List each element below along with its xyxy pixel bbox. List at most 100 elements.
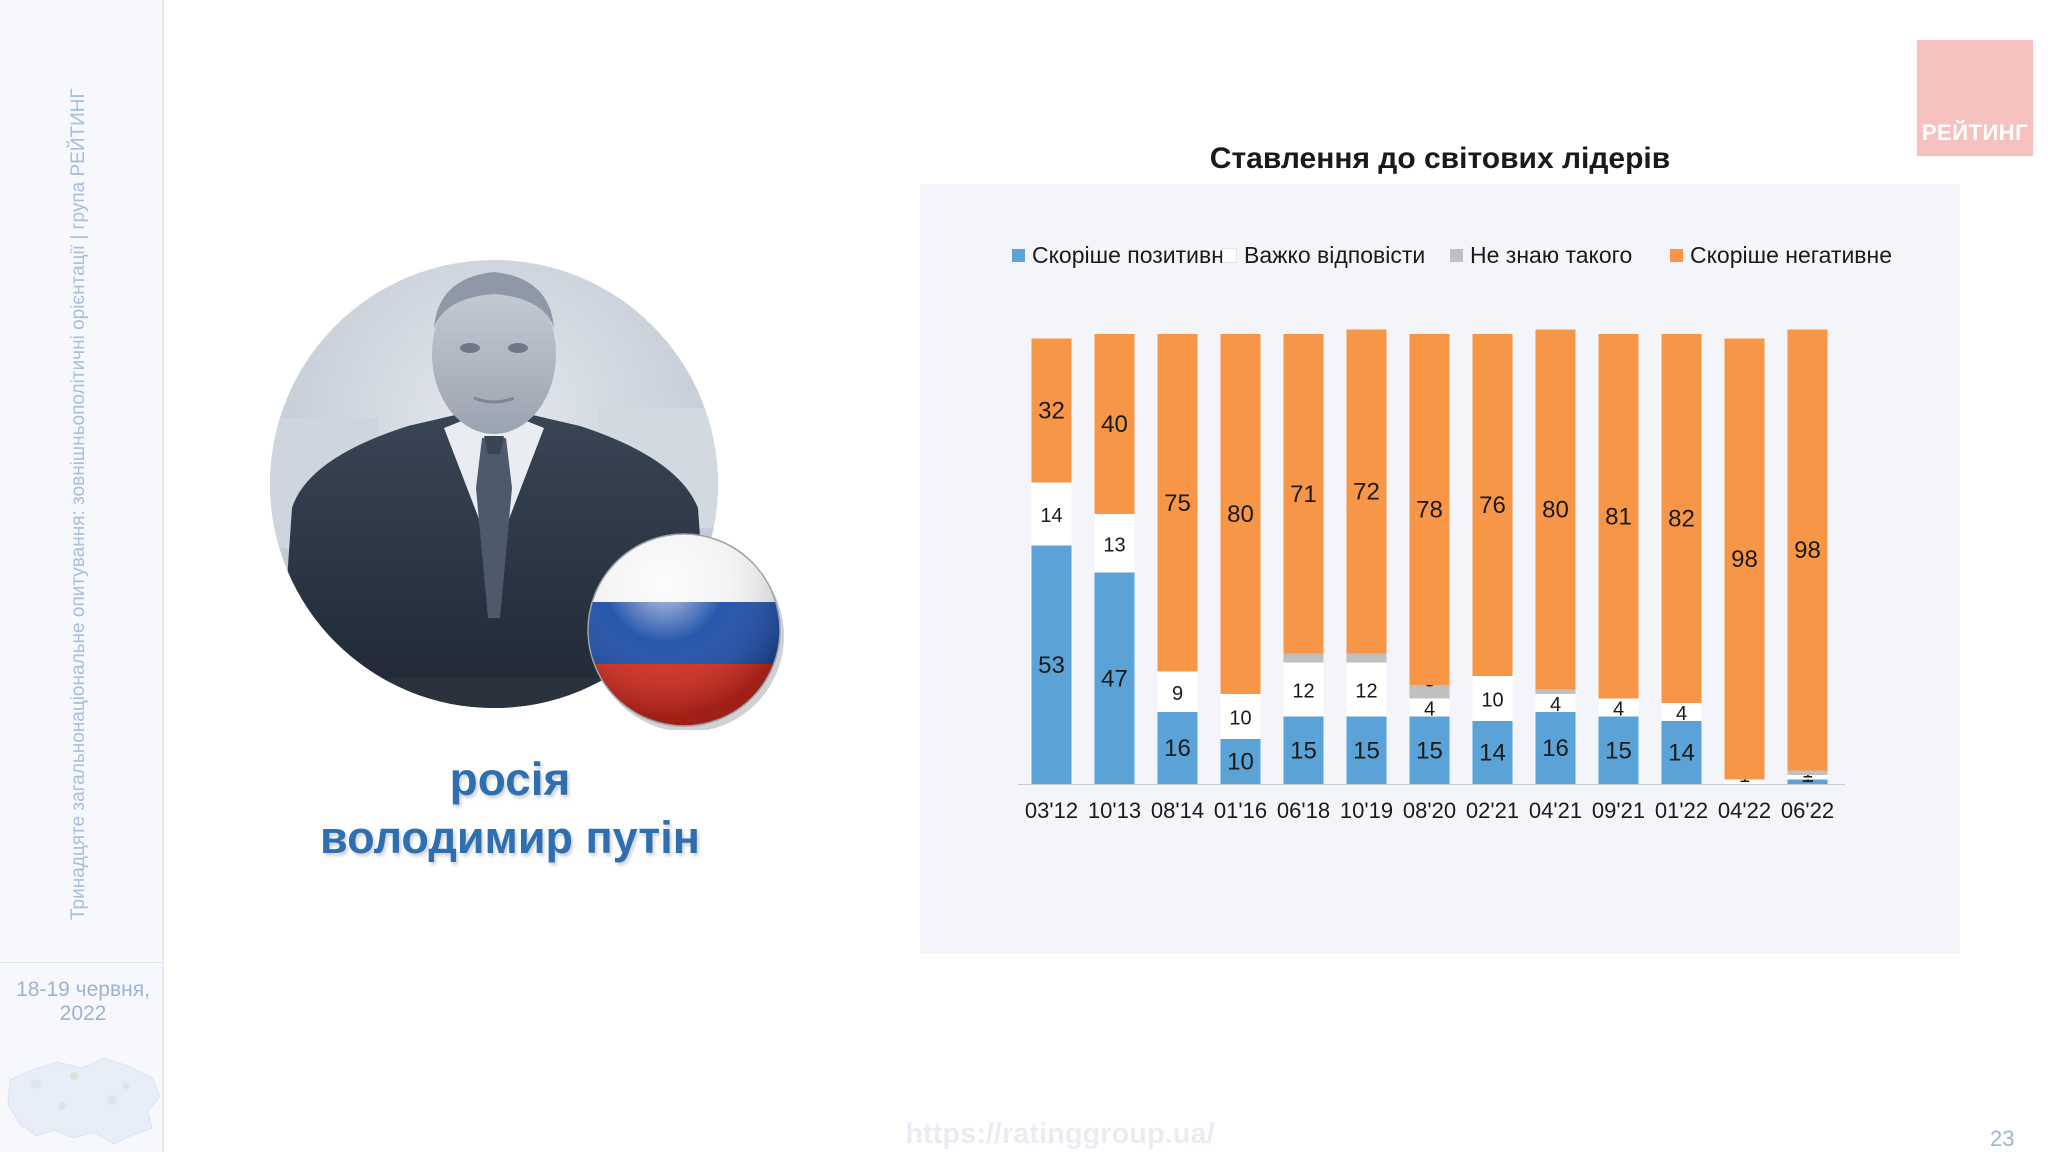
data-label-10-13-s0: 47 [1101, 665, 1128, 692]
chart-panel: Скоріше позитивне Важко відповісти Не зн… [920, 184, 1960, 954]
data-label-01-22-s1: 4 [1676, 703, 1687, 725]
data-label-02-21-s0: 14 [1479, 740, 1506, 767]
data-label-02-21-s1: 10 [1481, 690, 1503, 712]
bar-10-13-s3 [1094, 334, 1135, 514]
legend-item-hard: Важко відповісти [1222, 242, 1425, 269]
legend-label-unknown: Не знаю такого [1470, 242, 1633, 268]
bar-06-22-s1 [1787, 775, 1828, 780]
data-label-10-19-s0: 15 [1353, 737, 1380, 764]
page-number: 23 [1990, 1126, 2015, 1151]
data-label-08-20-s0: 15 [1416, 737, 1443, 764]
bar-08-14-s3 [1157, 334, 1198, 672]
survey-caption-text: Тринадцяте загальнонаціональне опитуванн… [68, 88, 89, 920]
leader-name: володимир путін [320, 812, 700, 863]
bar-04-21-s2 [1535, 689, 1576, 694]
data-label-01-16-s1: 10 [1229, 708, 1251, 730]
sidebar-divider [0, 962, 162, 963]
data-label-10-13-s1: 13 [1103, 534, 1125, 556]
survey-date: 18-19 червня, 2022 [0, 978, 166, 1026]
bar-02-21-s1 [1472, 676, 1513, 721]
bar-09-21-s3 [1598, 334, 1639, 699]
data-label-08-14-s3: 75 [1164, 490, 1191, 517]
bar-06-18-s2 [1283, 653, 1324, 663]
data-label-03-12-s0: 53 [1038, 652, 1065, 679]
bar-08-20-s1 [1409, 698, 1450, 717]
sidebar: Тринадцяте загальнонаціональне опитуванн… [0, 0, 164, 1152]
data-label-01-16-s3: 80 [1227, 501, 1254, 528]
x-tick-01-22: 01'22 [1655, 798, 1708, 823]
data-label-04-21-s1: 4 [1550, 694, 1561, 716]
data-label-04-22-s3: 98 [1731, 546, 1758, 573]
bar-06-18-s3 [1283, 334, 1324, 654]
x-tick-06-22: 06'22 [1781, 798, 1834, 823]
data-label-06-22-s3: 98 [1794, 537, 1821, 564]
x-tick-06-18: 06'18 [1277, 798, 1330, 823]
data-label-08-20-s1: 4 [1424, 699, 1435, 721]
rating-logo-text: РЕЙТИНГ [1921, 120, 2029, 145]
bar-06-22-s3 [1787, 329, 1828, 771]
data-label-03-12-s1: 14 [1040, 505, 1062, 527]
legend-item-positive: Скоріше позитивне [1012, 242, 1237, 269]
survey-date-line2: 2022 [59, 1002, 107, 1025]
rating-logo: РЕЙТИНГ [1917, 40, 2033, 156]
bar-06-22-s0 [1787, 779, 1828, 784]
bar-03-12-s3 [1031, 338, 1072, 483]
bar-09-21-s0 [1598, 716, 1639, 784]
data-label-01-16-s0: 10 [1227, 749, 1254, 776]
bar-01-16-s3 [1220, 334, 1261, 694]
bar-02-21-s0 [1472, 721, 1513, 784]
x-tick-01-16: 01'16 [1214, 798, 1267, 823]
bar-10-13-s1 [1094, 514, 1135, 573]
legend-label-positive: Скоріше позитивне [1032, 242, 1237, 268]
bar-01-22-s3 [1661, 334, 1702, 703]
bar-06-18-s1 [1283, 662, 1324, 717]
bar-08-20-s2 [1409, 685, 1450, 699]
data-label-09-21-s3: 81 [1605, 503, 1632, 530]
legend-label-hard: Важко відповісти [1244, 242, 1426, 268]
bar-03-12-s1 [1031, 482, 1072, 546]
bar-04-21-s3 [1535, 329, 1576, 690]
data-label-06-18-s0: 15 [1290, 737, 1317, 764]
bar-03-12-s0 [1031, 545, 1072, 784]
bar-04-22-s1 [1724, 779, 1765, 784]
bar-01-22-s1 [1661, 703, 1702, 721]
bar-10-19-s2 [1346, 653, 1387, 663]
data-label-04-21-s0: 16 [1542, 735, 1569, 762]
data-label-02-21-s3: 76 [1479, 492, 1506, 519]
legend-swatch-positive [1012, 249, 1025, 262]
x-tick-03-12: 03'12 [1025, 798, 1078, 823]
data-label-06-18-s1: 12 [1292, 681, 1314, 703]
bar-04-21-s1 [1535, 694, 1576, 712]
bar-09-21-s1 [1598, 698, 1639, 717]
x-tick-08-20: 08'20 [1403, 798, 1456, 823]
bar-01-22-s0 [1661, 721, 1702, 784]
data-label-01-22-s3: 82 [1668, 506, 1695, 533]
bar-01-16-s1 [1220, 694, 1261, 739]
footer-url: https://ratinggroup.ua/ [905, 1118, 1215, 1150]
bar-04-22-s3 [1724, 338, 1765, 780]
bar-10-19-s1 [1346, 662, 1387, 717]
russia-flag-icon [584, 530, 784, 732]
x-tick-10-13: 10'13 [1088, 798, 1141, 823]
data-label-10-19-s1: 12 [1355, 681, 1377, 703]
ukraine-map-icon [7, 1057, 161, 1145]
chart-title: Ставлення до світових лідерів [1209, 142, 1671, 175]
data-label-06-18-s3: 71 [1290, 481, 1317, 508]
stacked-bar-chart: 53 14 32 03'12 47 13 40 10'13 16 9 75 08'14 10 10 80 01… [1018, 329, 1845, 823]
bar-08-20-s0 [1409, 716, 1450, 784]
bar-10-19-s0 [1346, 716, 1387, 784]
bar-08-20-s3 [1409, 334, 1450, 685]
country-title: росія [449, 753, 571, 805]
x-tick-04-22: 04'22 [1718, 798, 1771, 823]
bar-10-19-s3 [1346, 329, 1387, 654]
data-label-08-20-s3: 78 [1416, 497, 1443, 524]
data-label-09-21-s0: 15 [1605, 737, 1632, 764]
data-label-01-22-s0: 14 [1668, 740, 1695, 767]
x-tick-04-21: 04'21 [1529, 798, 1582, 823]
x-tick-08-14: 08'14 [1151, 798, 1204, 823]
data-label-08-14-s1: 9 [1172, 683, 1183, 705]
legend-item-negative: Скоріше негативне [1670, 242, 1892, 269]
data-label-08-14-s0: 16 [1164, 735, 1191, 762]
legend-swatch-hard [1222, 248, 1237, 263]
data-label-10-13-s3: 40 [1101, 411, 1128, 438]
